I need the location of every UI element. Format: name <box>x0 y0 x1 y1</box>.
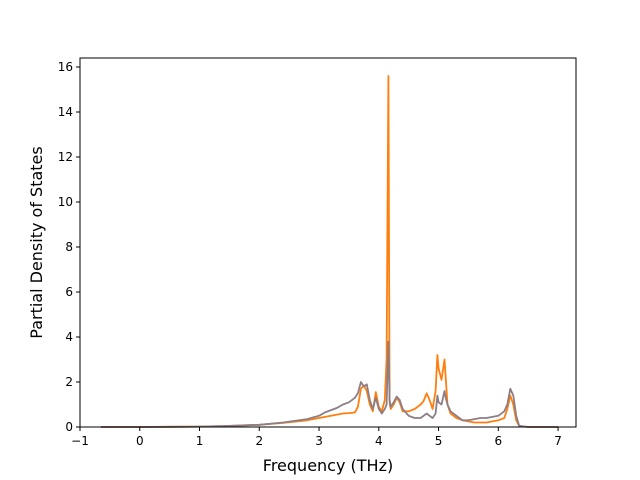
y-tick-label: 2 <box>65 375 73 389</box>
y-tick-label: 14 <box>58 105 73 119</box>
x-tick-label: 2 <box>255 434 263 448</box>
x-tick-label: 6 <box>494 434 502 448</box>
x-tick-label: 1 <box>196 434 204 448</box>
y-tick-label: 6 <box>65 285 73 299</box>
series-line-2 <box>100 340 559 428</box>
x-tick-label: 7 <box>554 434 562 448</box>
y-axis-label: Partial Density of States <box>27 146 46 338</box>
y-tick-label: 0 <box>65 420 73 434</box>
y-axis: 0 2 4 6 8 10 12 14 16 <box>58 60 80 434</box>
x-axis-label: Frequency (THz) <box>263 456 393 475</box>
y-tick-label: 16 <box>58 60 73 74</box>
y-tick-label: 10 <box>58 195 73 209</box>
axes-frame <box>79 57 577 428</box>
y-tick-label: 4 <box>65 330 73 344</box>
x-tick-label: −1 <box>71 434 89 448</box>
y-tick-label: 8 <box>65 240 73 254</box>
x-tick-label: 3 <box>315 434 323 448</box>
x-axis: −1 0 1 2 3 4 5 6 7 <box>71 427 562 448</box>
series-layer <box>100 75 559 428</box>
x-tick-label: 0 <box>136 434 144 448</box>
x-tick-label: 5 <box>435 434 443 448</box>
x-tick-label: 4 <box>375 434 383 448</box>
y-tick-label: 12 <box>58 150 73 164</box>
